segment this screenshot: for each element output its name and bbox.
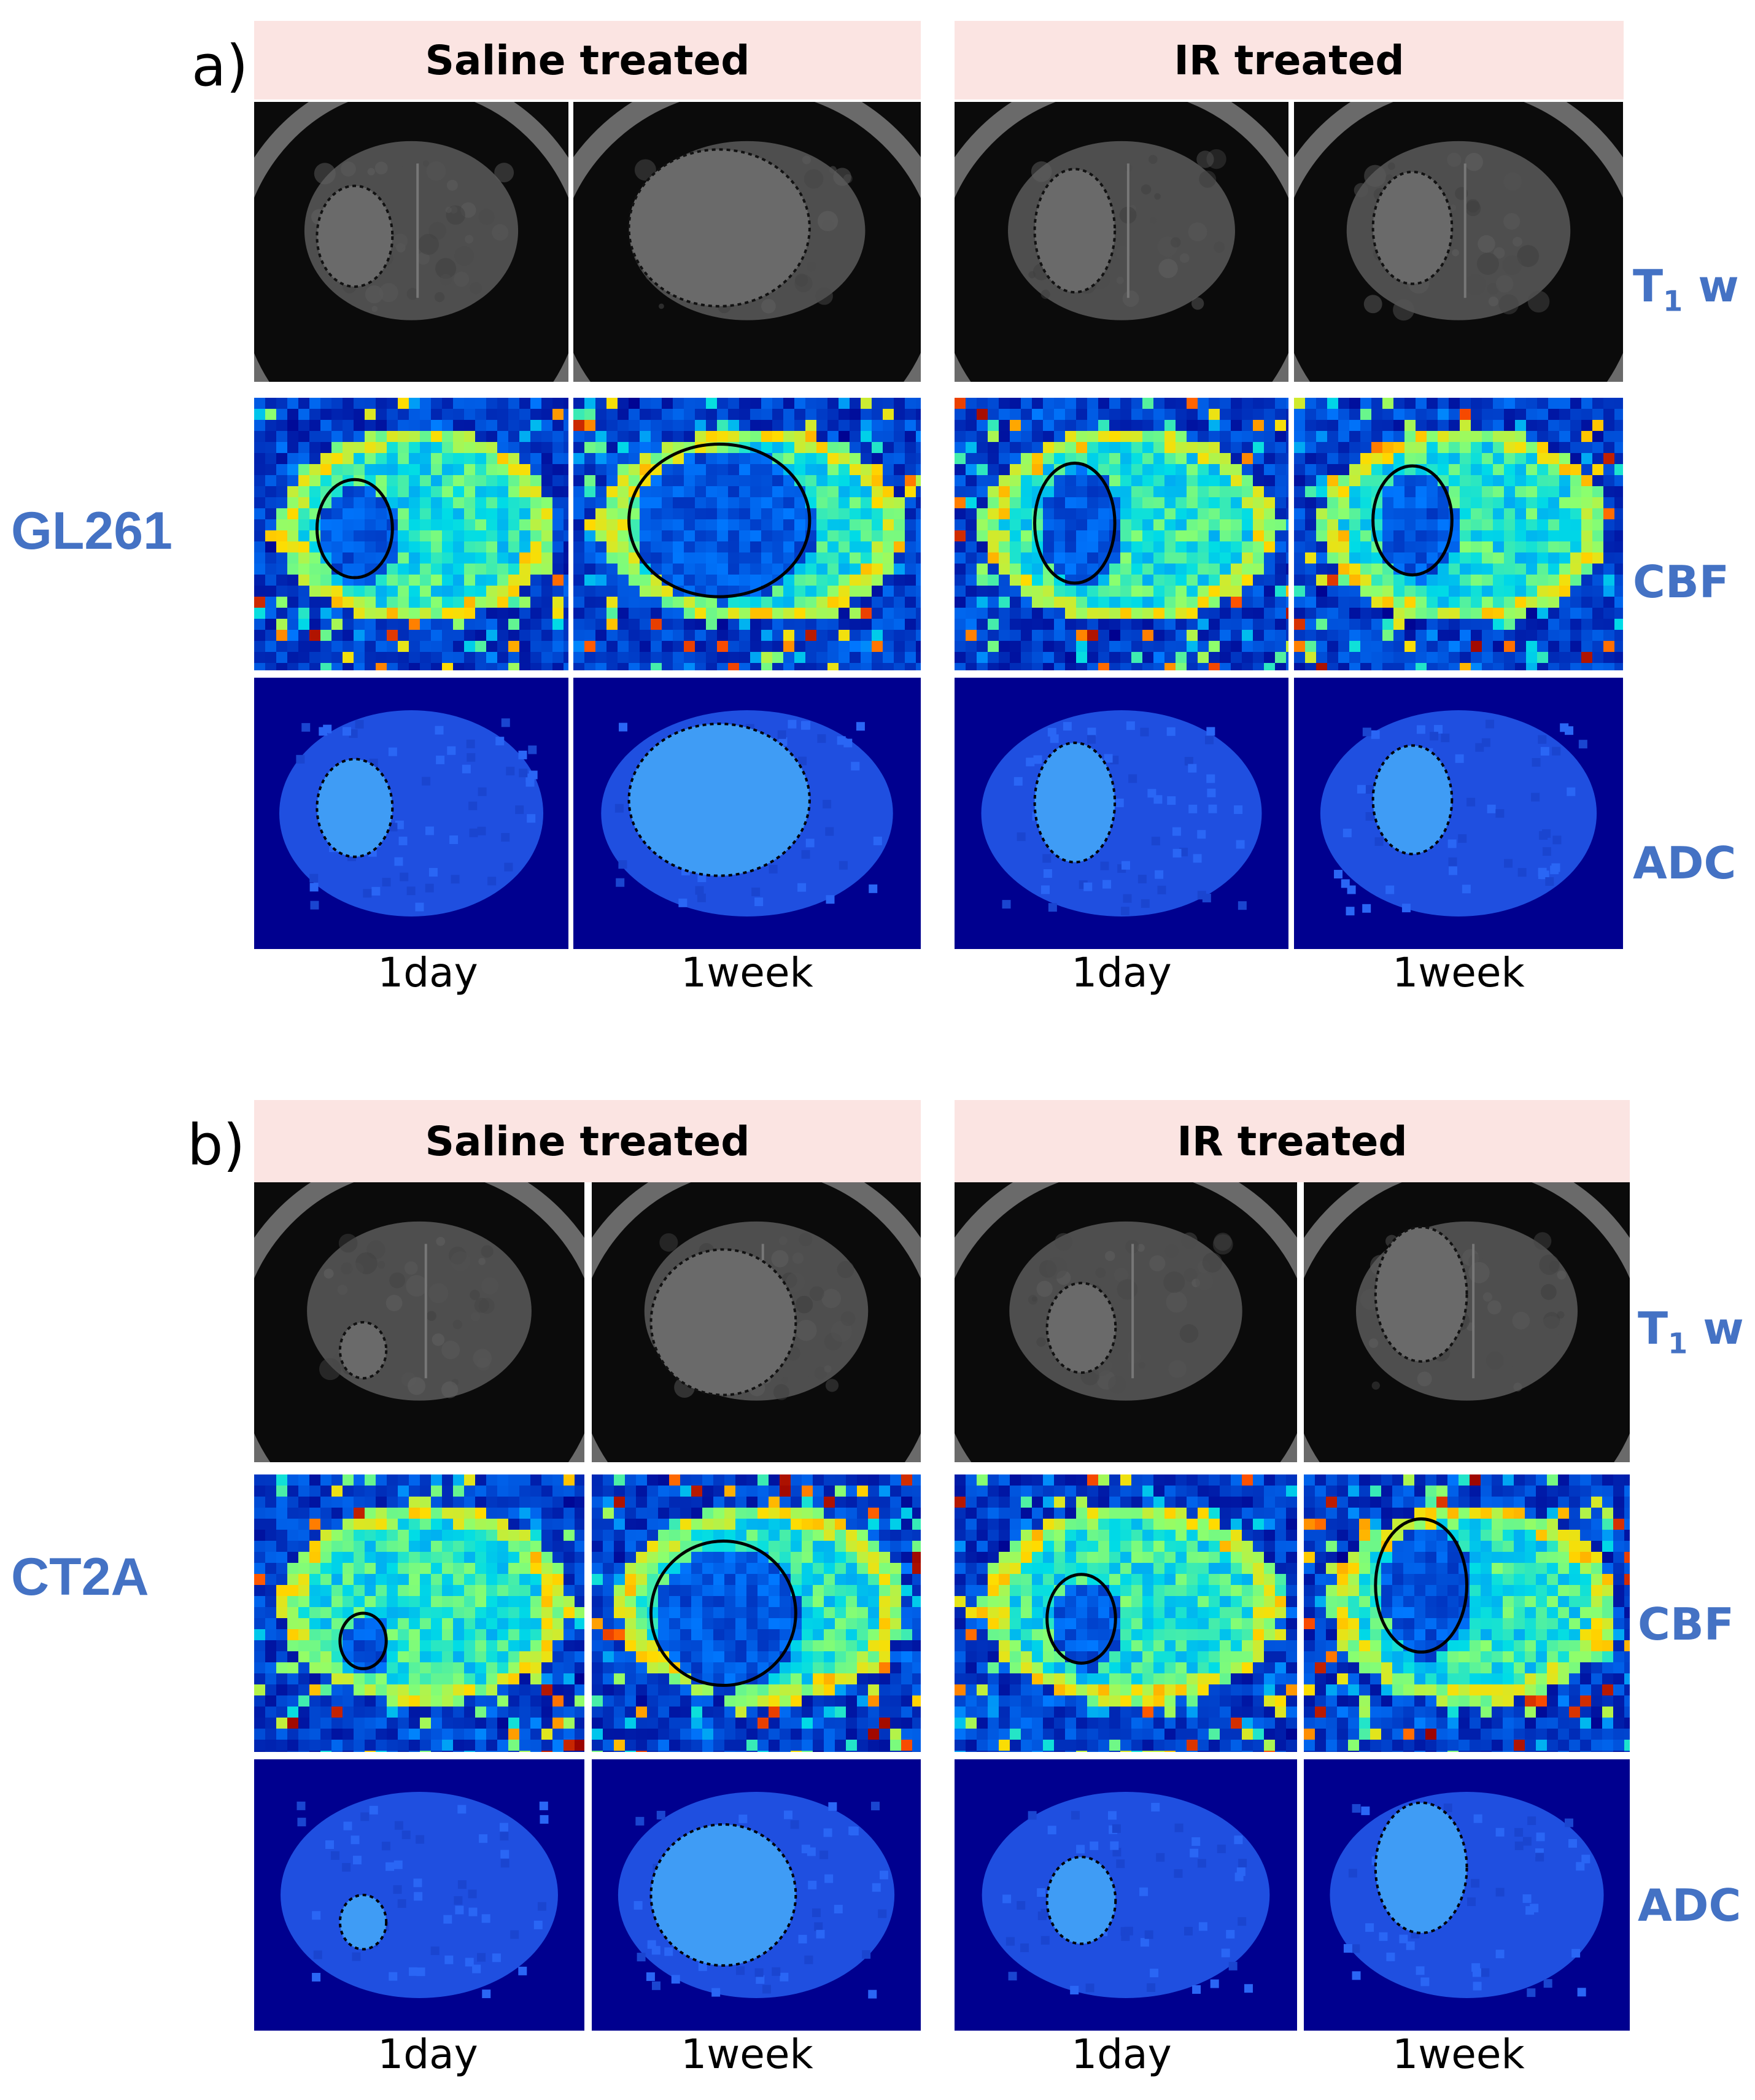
gl261-t1-image-2 — [573, 102, 921, 382]
gl261-adc-image-3 — [955, 678, 1288, 949]
ct2a-cbf-image-2 — [592, 1474, 921, 1752]
gl261-adc-image-2 — [573, 678, 921, 949]
gl261-t1-image-1 — [254, 102, 568, 382]
gl261-adc-image-4 — [1294, 678, 1623, 949]
ct2a-cbf-image-3 — [955, 1474, 1297, 1752]
ct2a-adc-image-4 — [1304, 1759, 1630, 2031]
row-label-cbf-a: CBF — [1633, 556, 1729, 608]
group-header-ir-a: IR treated — [955, 21, 1624, 99]
ct2a-adc-image-2 — [592, 1759, 921, 2031]
ct2a-t1-image-3 — [955, 1182, 1297, 1462]
gl261-cbf-image-2 — [573, 398, 921, 670]
timepoint-label-b4: 1week — [1392, 2031, 1525, 2078]
ct2a-t1-image-2 — [592, 1182, 921, 1462]
ct2a-t1-image-4 — [1304, 1182, 1630, 1462]
ct2a-adc-image-3 — [955, 1759, 1297, 2031]
timepoint-label-a3: 1day — [1071, 949, 1172, 996]
row-label-adc-b: ADC — [1638, 1880, 1741, 1931]
t1-letter: T — [1638, 1303, 1668, 1354]
t1-letter: T — [1633, 260, 1664, 312]
gl261-cbf-image-3 — [955, 398, 1288, 670]
timepoint-label-b2: 1week — [681, 2031, 813, 2078]
timepoint-label-b1: 1day — [378, 2031, 478, 2078]
t1-subscript: 1 — [1663, 284, 1683, 318]
gl261-cbf-image-1 — [254, 398, 568, 670]
ct2a-adc-image-1 — [254, 1759, 584, 2031]
t1-w: w — [1687, 1303, 1744, 1354]
row-label-adc-a: ADC — [1633, 837, 1737, 889]
row-label-cbf-b: CBF — [1638, 1598, 1734, 1650]
group-header-saline-a: Saline treated — [254, 21, 921, 99]
gl261-t1-image-4 — [1294, 102, 1623, 382]
cell-line-label-ct2a: CT2A — [11, 1548, 149, 1606]
ct2a-cbf-image-4 — [1304, 1474, 1630, 1752]
gl261-cbf-image-4 — [1294, 398, 1623, 670]
ct2a-cbf-image-1 — [254, 1474, 584, 1752]
panel-label-b: b) — [187, 1112, 246, 1178]
timepoint-label-a2: 1week — [681, 949, 813, 996]
group-header-ir-b: IR treated — [955, 1100, 1630, 1182]
t1-subscript: 1 — [1668, 1327, 1688, 1360]
timepoint-label-a1: 1day — [378, 949, 478, 996]
panel-label-a: a) — [192, 33, 249, 99]
timepoint-label-a4: 1week — [1392, 949, 1525, 996]
t1-w: w — [1683, 260, 1739, 312]
cell-line-label-gl261: GL261 — [11, 502, 172, 560]
gl261-t1-image-3 — [955, 102, 1288, 382]
group-header-saline-b: Saline treated — [254, 1100, 921, 1182]
row-label-t1w-b: T1 w — [1638, 1306, 1744, 1357]
row-label-t1w-a: T1 w — [1633, 264, 1739, 315]
ct2a-t1-image-1 — [254, 1182, 584, 1462]
gl261-adc-image-1 — [254, 678, 568, 949]
timepoint-label-b3: 1day — [1071, 2031, 1172, 2078]
